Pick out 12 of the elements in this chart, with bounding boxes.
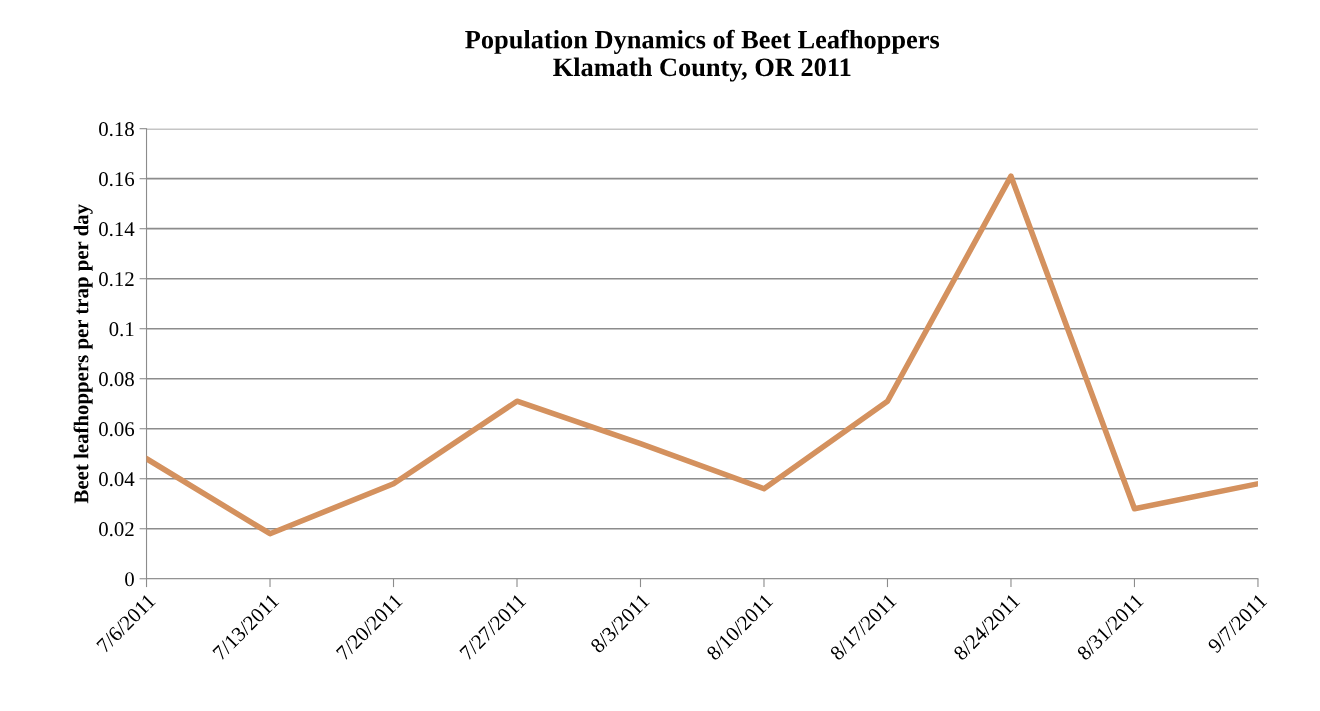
y-tick-label: 0.02 (99, 522, 134, 537)
y-tick-label: 0.16 (99, 172, 135, 187)
y-tick-label: 0.06 (99, 422, 135, 437)
y-tick-label: 0.1 (109, 322, 134, 337)
chart-title: Population Dynamics of Beet Leafhoppers Klamath County, OR 2011 (465, 29, 940, 82)
y-tick-label: 0.12 (99, 272, 134, 287)
y-tick-label: 0.18 (99, 122, 134, 137)
y-tick-label: 0.14 (99, 222, 135, 237)
y-tick-label: 0.08 (99, 372, 134, 387)
y-tick-label: 0.04 (99, 472, 135, 487)
y-axis-title: Beet leafhoppers per trap per day (73, 204, 93, 504)
y-tick-label: 0 (125, 572, 134, 587)
